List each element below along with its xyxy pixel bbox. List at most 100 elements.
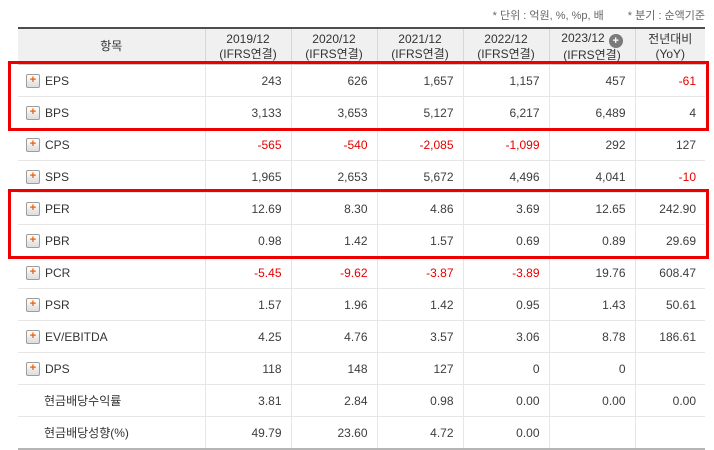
value-cell: 0.00 <box>548 384 635 417</box>
row-label: EV/EBITDA <box>45 329 108 344</box>
year-column-header: 2022/12 (IFRS연결) <box>462 28 549 65</box>
row-label: BPS <box>45 105 70 120</box>
value-cell <box>548 416 635 449</box>
value-cell: 8.30 <box>290 192 377 225</box>
value-cell: 1.42 <box>290 224 377 257</box>
value-cell: 127 <box>376 352 463 385</box>
value-cell: -5.45 <box>204 256 291 289</box>
value-cell: 2.84 <box>290 384 377 417</box>
row-label: 현금배당성향(%) <box>44 426 129 440</box>
value-cell: 1,657 <box>376 64 463 97</box>
row-label-cell: + PCR <box>18 256 205 289</box>
yoy-sublabel: (YoY) <box>655 46 686 61</box>
expand-plus-icon[interactable]: + <box>26 329 40 344</box>
year-column-header: 2023/12 + (IFRS연결) <box>548 28 635 65</box>
value-cell: 626 <box>290 64 377 97</box>
row-label: PBR <box>45 233 70 248</box>
yoy-column-header: 전년대비 (YoY) <box>634 28 705 65</box>
row-label-cell: + PBR <box>18 224 205 257</box>
table-header: 항목 2019/12 (IFRS연결) 2020/12 (IFRS연결) 2021/12(… <box>18 28 705 65</box>
value-cell: 0.00 <box>462 416 549 449</box>
row-label-cell: + PER <box>18 192 205 225</box>
value-cell: 19.76 <box>548 256 635 289</box>
table-notes: * 단위 : 억원, %, %p, 배 * 분기 : 순액기준 <box>493 7 705 23</box>
value-cell: -1,099 <box>462 128 549 161</box>
unit-note: * 단위 : 억원, %, %p, 배 <box>492 10 604 22</box>
table-row: + EPS 243 626 1,657 1,157 457 -61 <box>18 64 705 97</box>
value-cell: 4.25 <box>204 320 291 353</box>
value-cell: -2,085 <box>376 128 463 161</box>
table-row: 현금배당성향(%) 49.79 23.60 4.72 0.00 <box>18 416 705 449</box>
expand-plus-icon[interactable]: + <box>26 201 40 216</box>
row-label-cell: 현금배당수익률 <box>18 384 205 417</box>
expand-plus-icon[interactable]: + <box>26 297 40 312</box>
value-cell: 3.06 <box>462 320 549 353</box>
row-label-cell: + CPS <box>18 128 205 161</box>
year-label: 2019/12 <box>226 31 270 46</box>
expand-plus-icon[interactable]: + <box>26 105 40 120</box>
value-cell: -540 <box>290 128 377 161</box>
row-label-cell: 현금배당성향(%) <box>18 416 205 449</box>
row-label-cell: + EPS <box>18 64 205 97</box>
value-cell: 4,496 <box>462 160 549 193</box>
value-cell: 3,133 <box>204 96 291 129</box>
value-cell: 0 <box>462 352 549 385</box>
row-label: DPS <box>45 361 70 376</box>
row-label: 현금배당수익률 <box>44 394 122 408</box>
row-label: CPS <box>45 137 70 152</box>
table-row: + CPS -565 -540 -2,085 -1,099 292 127 <box>18 128 705 161</box>
value-cell: 4,041 <box>548 160 635 193</box>
row-label-cell: + PSR <box>18 288 205 321</box>
table-row: + PCR -5.45 -9.62 -3.87 -3.89 19.76 608.47 <box>18 256 705 289</box>
yoy-value-cell: 127 <box>634 128 705 161</box>
expand-plus-icon[interactable]: + <box>26 137 40 152</box>
value-cell: 243 <box>204 64 291 97</box>
yoy-value-cell <box>634 416 705 449</box>
accounting-basis-label: (IFRS연결) <box>563 47 621 62</box>
year-column-header: 2021/12 (IFRS연결) <box>376 28 463 65</box>
expand-plus-icon[interactable]: + <box>26 233 40 248</box>
value-cell: 8.78 <box>548 320 635 353</box>
yoy-value-cell <box>634 352 705 385</box>
row-label-cell: + SPS <box>18 160 205 193</box>
yoy-value-cell: 4 <box>634 96 705 129</box>
value-cell: 4.76 <box>290 320 377 353</box>
item-column-header: 항목 <box>18 28 205 65</box>
value-cell: -3.89 <box>462 256 549 289</box>
value-cell: 1,157 <box>462 64 549 97</box>
financial-ratio-table: 항목 2019/12 (IFRS연결) 2020/12 (IFRS연결) 2021/12(… <box>18 27 705 450</box>
value-cell: 0.69 <box>462 224 549 257</box>
table-row: + PER 12.69 8.30 4.86 3.69 12.65 242.90 <box>18 192 705 225</box>
value-cell: -565 <box>204 128 291 161</box>
value-cell: 2,653 <box>290 160 377 193</box>
year-column-header: 2019/12 (IFRS연결) <box>204 28 291 65</box>
expand-plus-icon[interactable]: + <box>26 169 40 184</box>
value-cell: 49.79 <box>204 416 291 449</box>
value-cell: 6,217 <box>462 96 549 129</box>
accounting-basis-label: (IFRS연결) <box>391 46 449 61</box>
row-label-cell: + DPS <box>18 352 205 385</box>
expand-plus-icon[interactable]: + <box>26 361 40 376</box>
table-row: + EV/EBITDA 4.25 4.76 3.57 3.06 8.78 186.61 <box>18 320 705 353</box>
year-label: 2020/12 <box>312 31 356 46</box>
value-cell: 0.00 <box>462 384 549 417</box>
expand-plus-icon[interactable]: + <box>26 265 40 280</box>
expand-plus-icon[interactable]: + <box>26 73 40 88</box>
value-cell: 4.72 <box>376 416 463 449</box>
yoy-value-cell: -10 <box>634 160 705 193</box>
value-cell: 0 <box>548 352 635 385</box>
yoy-value-cell: 0.00 <box>634 384 705 417</box>
value-cell: 0.98 <box>376 384 463 417</box>
value-cell: 5,127 <box>376 96 463 129</box>
add-column-plus-circle-icon[interactable]: + <box>608 33 623 48</box>
value-cell: 4.86 <box>376 192 463 225</box>
row-label: PER <box>45 201 70 216</box>
yoy-value-cell: -61 <box>634 64 705 97</box>
value-cell: 1.57 <box>376 224 463 257</box>
table-row: + BPS 3,133 3,653 5,127 6,217 6,489 4 <box>18 96 705 129</box>
value-cell: 3.69 <box>462 192 549 225</box>
table-row: 현금배당수익률 3.81 2.84 0.98 0.00 0.00 0.00 <box>18 384 705 417</box>
value-cell: 6,489 <box>548 96 635 129</box>
row-label: SPS <box>45 169 70 184</box>
yoy-label: 전년대비 <box>648 31 693 46</box>
